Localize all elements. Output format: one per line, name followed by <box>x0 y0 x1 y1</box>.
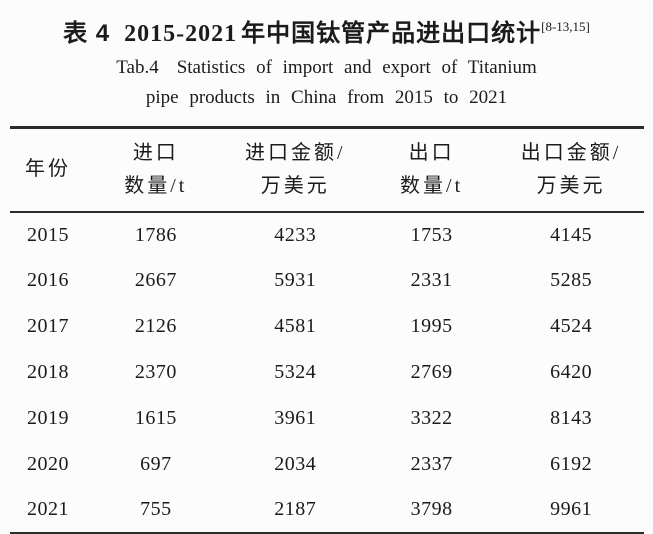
import-value-cell: 5324 <box>274 361 317 383</box>
column-header-export-value: 出口金额/ 万美元 <box>498 127 644 213</box>
column-header-export-quantity: 出口 数量/t <box>365 127 499 213</box>
export-quantity-cell: 1995 <box>410 315 453 337</box>
year-cell: 2020 <box>27 453 70 475</box>
export-quantity-cell: 2337 <box>410 453 453 475</box>
column-header-year: 年份 <box>10 127 87 213</box>
import-value-cell: 2187 <box>274 498 317 521</box>
header-label-line2: 万美元 <box>260 174 330 197</box>
export-value-cell: 5285 <box>550 269 593 291</box>
title-year-range: 2015-2021 <box>124 21 238 47</box>
header-row: 年份 进口 数量/t 进口金额/ 万美元 出口 数量/t 出口金额/ 万美元 <box>10 127 644 213</box>
import-quantity-cell: 697 <box>140 453 172 475</box>
header-label-line2: 数量/t <box>124 174 188 197</box>
import-value-cell: 2034 <box>274 453 317 475</box>
export-value-cell: 8143 <box>550 407 593 429</box>
export-value-cell: 6192 <box>550 453 593 475</box>
export-value-cell: 4524 <box>550 315 593 337</box>
header-label-line1: 进口金额/ <box>245 141 346 164</box>
table-row: 2016 2667 5931 2331 5285 <box>10 258 644 304</box>
table-row: 2019 1615 3961 3322 8143 <box>10 396 644 442</box>
year-cell: 2018 <box>27 361 70 383</box>
table-row: 2021 755 2187 3798 9961 <box>10 488 644 534</box>
table-number-en: Tab.4 <box>116 57 159 78</box>
header-label-line2: 数量/t <box>400 174 464 197</box>
header-label-line1: 进口 <box>132 141 179 164</box>
table-number-zh: 表 4 <box>63 20 111 47</box>
table-row: 2017 2126 4581 1995 4524 <box>10 304 644 350</box>
import-value-cell: 3961 <box>274 407 317 429</box>
header-label-line2: 万美元 <box>536 174 606 197</box>
year-cell: 2015 <box>27 223 70 246</box>
year-cell: 2017 <box>27 315 70 337</box>
import-quantity-cell: 1615 <box>134 407 177 429</box>
export-quantity-cell: 2769 <box>410 361 453 383</box>
import-export-statistics-table: 年份 进口 数量/t 进口金额/ 万美元 出口 数量/t 出口金额/ 万美元 <box>10 126 644 534</box>
title-text-zh: 年中国钛管产品进出口统计 <box>241 20 542 47</box>
export-quantity-cell: 3798 <box>410 498 453 521</box>
export-quantity-cell: 2331 <box>410 269 453 291</box>
export-quantity-cell: 1753 <box>410 223 453 246</box>
table-title-chinese: 表 4 2015-2021 年中国钛管产品进出口统计[8-13,15] <box>0 8 653 53</box>
year-cell: 2016 <box>27 269 70 291</box>
citation-superscript: [8-13,15] <box>541 19 590 34</box>
export-value-cell: 9961 <box>550 498 593 521</box>
export-quantity-cell: 3322 <box>410 407 453 429</box>
table-title-english-line2: pipe products in China from 2015 to 2021 <box>0 83 653 113</box>
table-row: 2015 1786 4233 1753 4145 <box>10 212 644 258</box>
column-header-import-value: 进口金额/ 万美元 <box>225 127 366 213</box>
import-quantity-cell: 755 <box>140 498 172 521</box>
year-cell: 2021 <box>27 498 70 521</box>
header-label-line1: 出口 <box>408 141 455 164</box>
column-header-import-quantity: 进口 数量/t <box>86 127 226 213</box>
import-quantity-cell: 1786 <box>134 223 177 246</box>
import-quantity-cell: 2370 <box>134 361 177 383</box>
table-body: 2015 1786 4233 1753 4145 2016 2667 5931 … <box>10 212 644 534</box>
title-text-en-line2: pipe products in China from 2015 to 2021 <box>145 87 508 108</box>
table-header: 年份 进口 数量/t 进口金额/ 万美元 出口 数量/t 出口金额/ 万美元 <box>10 127 644 213</box>
header-label: 年份 <box>25 158 72 181</box>
import-quantity-cell: 2126 <box>134 315 177 337</box>
year-cell: 2019 <box>27 407 70 429</box>
export-value-cell: 4145 <box>550 223 593 246</box>
import-quantity-cell: 2667 <box>134 269 177 291</box>
title-text-en-line1: Statistics of import and export of Titan… <box>176 57 537 78</box>
table-title-english-line1: Tab.4 Statistics of import and export of … <box>0 53 653 83</box>
table-row: 2020 697 2034 2337 6192 <box>10 442 644 488</box>
import-value-cell: 4233 <box>274 223 317 246</box>
import-value-cell: 4581 <box>274 315 317 337</box>
import-value-cell: 5931 <box>274 269 317 291</box>
export-value-cell: 6420 <box>550 361 593 383</box>
table-row: 2018 2370 5324 2769 6420 <box>10 350 644 396</box>
header-label-line1: 出口金额/ <box>520 141 622 164</box>
